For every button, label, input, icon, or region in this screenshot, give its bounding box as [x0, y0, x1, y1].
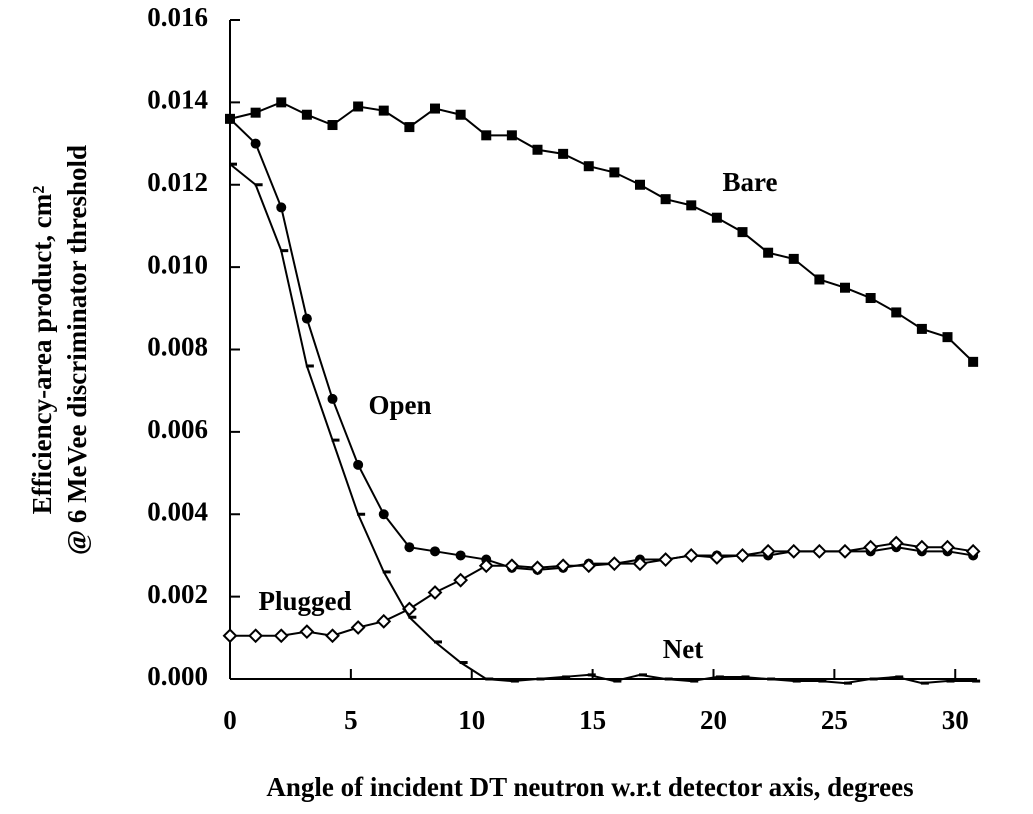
marker	[301, 313, 312, 324]
x-tick-label: 20	[700, 705, 727, 735]
marker	[532, 144, 543, 155]
series-line	[229, 101, 974, 363]
x-tick-label: 25	[821, 705, 848, 735]
marker	[530, 560, 545, 576]
y-axis-label: @ 6 MeVee discriminator threshold	[62, 145, 92, 555]
marker	[811, 543, 827, 559]
marker	[555, 558, 571, 574]
marker	[350, 620, 366, 635]
marker	[840, 282, 851, 293]
series-label: Plugged	[258, 586, 351, 616]
marker	[325, 628, 340, 644]
x-tick-label: 15	[579, 705, 606, 735]
marker	[942, 332, 953, 343]
marker	[222, 628, 238, 644]
marker	[709, 550, 725, 565]
marker	[968, 356, 979, 367]
x-tick-label: 0	[223, 705, 237, 735]
marker	[632, 556, 648, 572]
marker	[378, 105, 389, 116]
y-tick-label: 0.004	[147, 496, 208, 526]
marker	[353, 101, 364, 112]
marker	[250, 138, 261, 149]
series-label: Net	[663, 634, 703, 664]
x-tick-label: 30	[942, 705, 969, 735]
marker	[506, 130, 517, 141]
marker	[455, 550, 466, 561]
marker	[965, 543, 981, 559]
marker	[455, 109, 466, 120]
marker	[686, 200, 697, 211]
y-tick-label: 0.012	[147, 167, 208, 197]
marker	[299, 624, 315, 640]
y-tick-label: 0.002	[147, 579, 208, 609]
marker	[865, 293, 876, 304]
series-label: Bare	[723, 167, 778, 197]
series-line	[229, 118, 974, 571]
marker	[888, 535, 904, 551]
marker	[225, 113, 235, 124]
marker	[788, 253, 799, 264]
x-axis-label: Angle of incident DT neutron w.r.t detec…	[266, 772, 913, 802]
marker	[558, 148, 569, 159]
x-tick-label: 5	[344, 705, 358, 735]
marker	[276, 97, 287, 108]
marker	[763, 247, 774, 258]
marker	[837, 543, 853, 559]
y-tick-label: 0.006	[147, 414, 208, 444]
marker	[430, 546, 441, 557]
marker	[583, 161, 594, 172]
marker	[353, 459, 364, 470]
marker	[404, 542, 415, 553]
y-tick-label: 0.000	[147, 661, 208, 691]
marker	[760, 543, 776, 559]
marker	[660, 194, 671, 205]
marker	[658, 552, 674, 567]
y-tick-label: 0.014	[147, 85, 208, 115]
marker	[248, 628, 264, 644]
marker	[863, 539, 879, 555]
marker	[786, 543, 802, 559]
marker	[504, 558, 520, 574]
marker	[711, 212, 722, 223]
y-tick-label: 0.016	[147, 2, 208, 32]
x-tick-label: 10	[458, 705, 485, 735]
marker	[276, 202, 287, 213]
marker	[581, 558, 597, 574]
marker	[404, 122, 415, 133]
marker	[327, 393, 338, 404]
marker	[327, 120, 338, 131]
marker	[914, 539, 930, 555]
marker	[481, 130, 492, 141]
y-tick-label: 0.010	[147, 249, 208, 279]
marker	[478, 558, 494, 574]
marker	[378, 509, 389, 520]
marker	[735, 548, 750, 563]
marker	[301, 109, 312, 120]
marker	[250, 107, 261, 118]
marker	[376, 613, 392, 629]
marker	[427, 585, 443, 600]
marker	[737, 227, 748, 238]
marker	[683, 548, 699, 563]
y-tick-label: 0.008	[147, 332, 208, 362]
marker	[606, 556, 622, 572]
series-label: Open	[368, 390, 431, 420]
marker	[891, 307, 902, 318]
marker	[430, 103, 441, 114]
marker	[916, 323, 927, 334]
marker	[635, 179, 646, 190]
y-axis-label: Efficiency-area product, cm²	[27, 186, 57, 515]
marker	[453, 572, 469, 588]
marker	[940, 539, 955, 555]
marker	[609, 167, 620, 178]
marker	[273, 628, 289, 644]
marker	[814, 274, 825, 285]
